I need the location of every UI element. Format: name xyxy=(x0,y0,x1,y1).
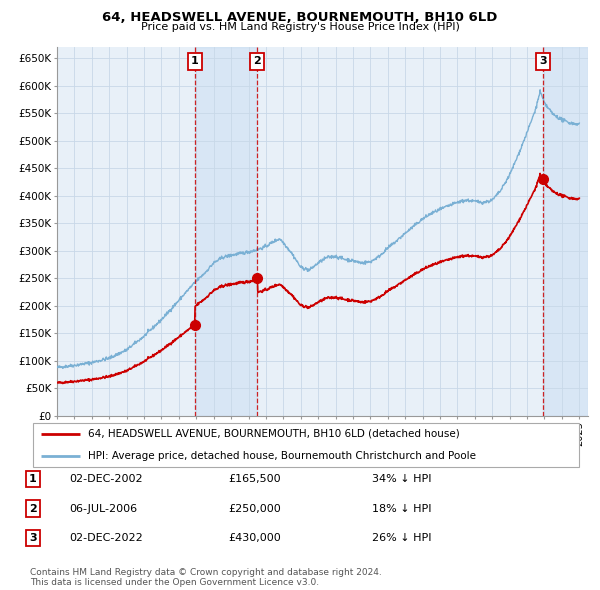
Text: 18% ↓ HPI: 18% ↓ HPI xyxy=(372,504,431,513)
Text: 2: 2 xyxy=(29,504,37,513)
Text: 26% ↓ HPI: 26% ↓ HPI xyxy=(372,533,431,543)
Text: 06-JUL-2006: 06-JUL-2006 xyxy=(69,504,137,513)
FancyBboxPatch shape xyxy=(33,423,579,467)
Text: 64, HEADSWELL AVENUE, BOURNEMOUTH, BH10 6LD: 64, HEADSWELL AVENUE, BOURNEMOUTH, BH10 … xyxy=(103,11,497,24)
Text: 64, HEADSWELL AVENUE, BOURNEMOUTH, BH10 6LD (detached house): 64, HEADSWELL AVENUE, BOURNEMOUTH, BH10 … xyxy=(88,429,460,439)
Text: £430,000: £430,000 xyxy=(228,533,281,543)
Text: 34% ↓ HPI: 34% ↓ HPI xyxy=(372,474,431,484)
Text: 3: 3 xyxy=(29,533,37,543)
Text: 02-DEC-2022: 02-DEC-2022 xyxy=(69,533,143,543)
Bar xyxy=(543,47,588,416)
Text: 02-DEC-2002: 02-DEC-2002 xyxy=(69,474,143,484)
Bar xyxy=(195,47,257,416)
Text: 1: 1 xyxy=(191,57,199,67)
Text: Contains HM Land Registry data © Crown copyright and database right 2024.
This d: Contains HM Land Registry data © Crown c… xyxy=(30,568,382,587)
Text: 3: 3 xyxy=(539,57,547,67)
Text: 2: 2 xyxy=(254,57,261,67)
Text: £250,000: £250,000 xyxy=(228,504,281,513)
Text: Price paid vs. HM Land Registry's House Price Index (HPI): Price paid vs. HM Land Registry's House … xyxy=(140,22,460,32)
Text: £165,500: £165,500 xyxy=(228,474,281,484)
Text: HPI: Average price, detached house, Bournemouth Christchurch and Poole: HPI: Average price, detached house, Bour… xyxy=(88,451,476,461)
Text: 1: 1 xyxy=(29,474,37,484)
